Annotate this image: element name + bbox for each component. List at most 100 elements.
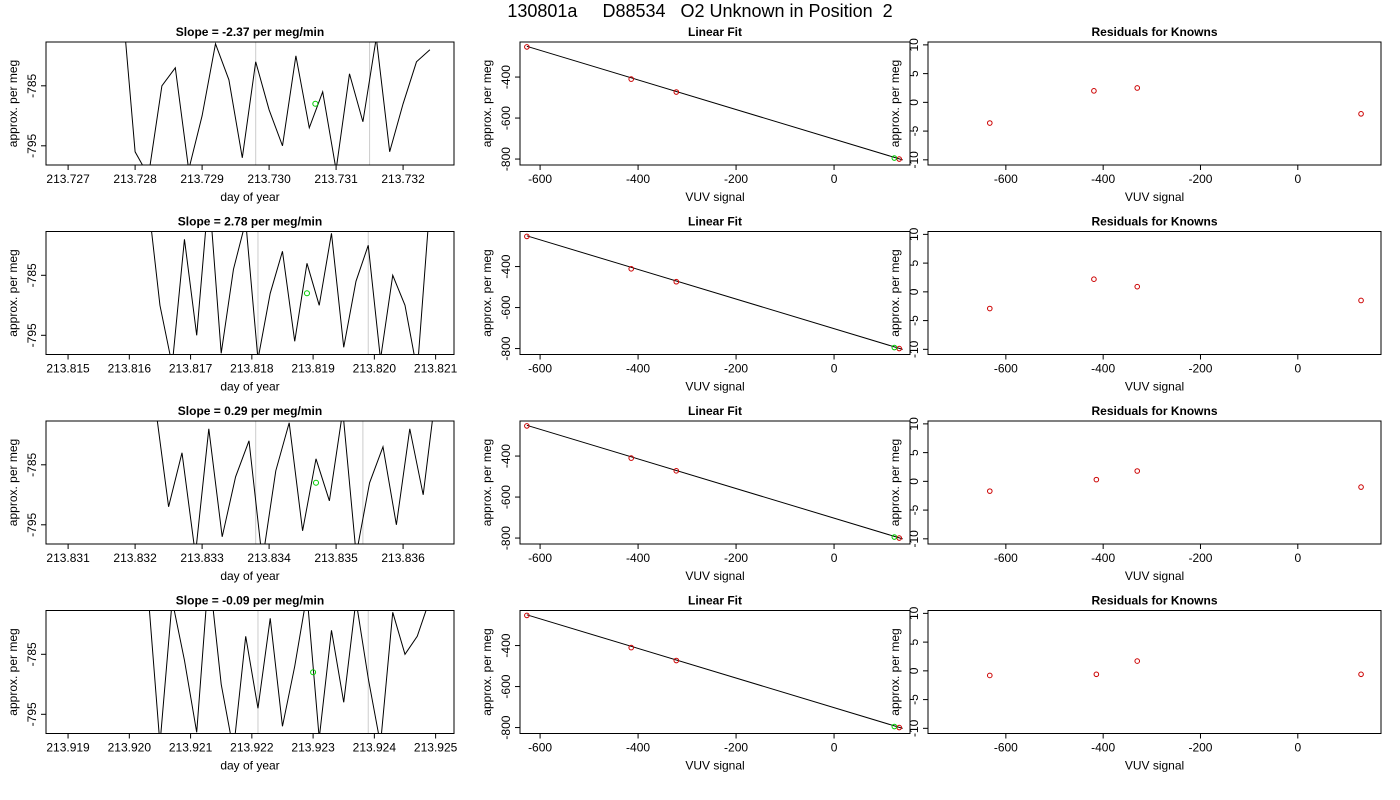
point [628, 644, 635, 651]
y-axis-label: approx. per meg [888, 249, 902, 336]
panel-title: Residuals for Knowns [1091, 404, 1217, 418]
y-tick-label: -10 [907, 151, 921, 169]
x-tick-label: -400 [626, 172, 650, 186]
point [312, 100, 319, 107]
x-tick-label: 0 [831, 741, 838, 755]
plot-frame [519, 610, 911, 734]
y-tick-label: -5 [907, 504, 921, 515]
fit-line [526, 424, 903, 540]
plot-frame [45, 231, 455, 355]
y-axis-label: approx. per meg [480, 60, 494, 147]
x-tick-label: -600 [994, 741, 1018, 755]
y-tick-label: -795 [25, 133, 39, 157]
point [1358, 297, 1364, 304]
point [1093, 671, 1100, 678]
y-tick-label: -795 [25, 323, 39, 347]
plot-frame [519, 41, 911, 166]
plot-frame [45, 41, 455, 166]
plot-area [151, 231, 429, 355]
y-tick-label: -785 [25, 452, 39, 476]
panel-title: Residuals for Knowns [1091, 215, 1217, 229]
x-tick-label: -200 [724, 551, 748, 565]
y-tick-label: -785 [25, 642, 39, 666]
fit-line [526, 45, 903, 161]
y-tick-label: 0 [907, 478, 921, 485]
x-tick-label: 0 [1294, 741, 1301, 755]
y-tick-label: -400 [499, 444, 513, 468]
point [303, 290, 310, 297]
x-tick-label: -600 [994, 551, 1018, 565]
x-tick-label: 0 [1294, 362, 1301, 376]
panel-title: Residuals for Knowns [1091, 594, 1217, 608]
point [673, 89, 680, 95]
y-axis-label: approx. per meg [6, 628, 20, 715]
panel-title: Slope = -0.09 per meg/min [176, 594, 324, 608]
panel-title: Slope = 0.29 per meg/min [178, 404, 322, 418]
y-tick-label: -800 [499, 147, 513, 171]
x-tick-label: 213.923 [291, 741, 335, 755]
x-tick-label: 213.730 [247, 172, 291, 186]
x-tick-label: -600 [528, 172, 552, 186]
x-axis-label: day of year [220, 569, 279, 583]
x-tick-label: -200 [1188, 362, 1212, 376]
y-tick-label: -600 [499, 106, 513, 130]
y-tick-label: 0 [907, 667, 921, 674]
y-tick-label: 10 [907, 417, 921, 431]
y-axis-label: approx. per meg [6, 60, 20, 147]
y-tick-label: -10 [907, 719, 921, 737]
point [1358, 111, 1364, 117]
x-tick-label: 213.925 [414, 741, 458, 755]
x-tick-label: 213.815 [46, 362, 90, 376]
plot-frame [519, 231, 911, 355]
plot-frame [927, 231, 1382, 355]
point [986, 672, 993, 679]
x-tick-label: -200 [724, 362, 748, 376]
x-axis-label: VUV signal [1125, 190, 1184, 204]
point [1091, 276, 1097, 283]
plot-frame [519, 420, 911, 545]
y-axis-label: approx. per meg [6, 249, 20, 336]
point [891, 344, 898, 351]
x-tick-label: 213.831 [46, 551, 90, 565]
point [524, 233, 530, 240]
x-tick-label: -400 [1091, 551, 1115, 565]
plot-area [524, 423, 903, 541]
point [891, 155, 898, 161]
plot-area [524, 233, 903, 352]
x-axis-label: day of year [220, 380, 279, 394]
x-tick-label: 213.817 [169, 362, 213, 376]
point [986, 120, 993, 126]
y-tick-label: 0 [907, 99, 921, 106]
point [524, 44, 530, 50]
point [891, 534, 898, 540]
y-axis-label: approx. per meg [480, 628, 494, 715]
panel-title: Slope = -2.37 per meg/min [176, 25, 324, 39]
x-tick-label: -400 [626, 551, 650, 565]
x-tick-label: 0 [831, 362, 838, 376]
y-axis-label: approx. per meg [480, 249, 494, 336]
y-tick-label: 5 [907, 449, 921, 456]
y-tick-label: 10 [907, 606, 921, 620]
plot-area [524, 44, 903, 162]
plot-area [986, 468, 1364, 494]
panel-title: Residuals for Knowns [1091, 25, 1217, 39]
fit-line [526, 614, 903, 729]
point [673, 278, 680, 285]
point [1134, 658, 1141, 664]
point [312, 479, 319, 486]
fit-line [526, 235, 903, 350]
x-tick-label: 213.922 [230, 741, 274, 755]
point [628, 455, 635, 461]
plot-frame [45, 610, 455, 734]
x-axis-label: day of year [220, 759, 279, 773]
plot-area [156, 421, 433, 544]
point [1093, 476, 1100, 483]
x-tick-label: 213.816 [108, 362, 152, 376]
point [1091, 88, 1097, 94]
x-axis-label: VUV signal [685, 190, 744, 204]
y-tick-label: 10 [907, 227, 921, 241]
point [673, 657, 680, 664]
x-axis-label: VUV signal [1125, 380, 1184, 394]
point [628, 266, 635, 272]
y-tick-label: -800 [499, 715, 513, 739]
